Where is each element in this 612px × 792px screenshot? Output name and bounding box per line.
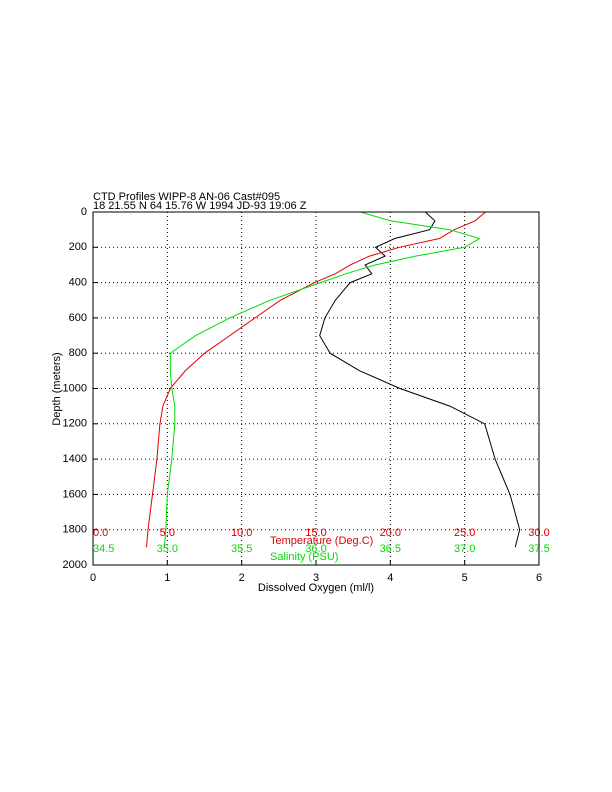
x-tick-label: 36.5 (380, 543, 401, 555)
x-tick-label: 6 (536, 572, 542, 584)
y-tick-label: 1800 (63, 524, 87, 536)
y-tick-label: 800 (69, 347, 87, 359)
chart-title: CTD Profiles WIPP-8 AN-06 Cast#095 (93, 191, 280, 203)
y-tick-label: 1400 (63, 453, 87, 465)
x-tick-label: 35.0 (157, 543, 178, 555)
profile-line (163, 211, 481, 548)
y-axis-label: Depth (meters) (51, 352, 63, 425)
x-tick-label: 25.0 (454, 527, 475, 539)
chart-subtitle: 18 21.55 N 64 15.76 W 1994 JD-93 19:06 Z (93, 200, 307, 212)
x-tick-label: 3 (313, 572, 319, 584)
plot-frame (92, 211, 540, 566)
y-tick-label: 1600 (63, 488, 87, 500)
x-tick-label: 5.0 (160, 527, 175, 539)
x-tick-label: 20.0 (380, 527, 401, 539)
y-tick-label: 2000 (63, 559, 87, 571)
x-tick-label: 0.0 (93, 527, 108, 539)
y-tick-label: 400 (69, 277, 87, 289)
x-tick-label: 36.0 (305, 543, 326, 555)
axis-name: Dissolved Oxygen (ml/l) (258, 582, 374, 594)
x-tick-label: 35.5 (231, 543, 252, 555)
y-tick-label: 0 (81, 206, 87, 218)
y-tick-label: 600 (69, 312, 87, 324)
profile-line (319, 211, 521, 548)
axis-name: Temperature (Deg.C) (270, 535, 373, 547)
x-tick-label: 1 (164, 572, 170, 584)
x-tick-label: 2 (239, 572, 245, 584)
x-tick-label: 10.0 (231, 527, 252, 539)
x-tick-label: 5 (462, 572, 468, 584)
x-tick-label: 0 (90, 572, 96, 584)
x-tick-label: 4 (387, 572, 393, 584)
x-tick-label: 37.0 (454, 543, 475, 555)
y-tick-label: 1000 (63, 382, 87, 394)
axis-name: Salinity (PSU) (270, 551, 338, 563)
x-tick-label: 15.0 (305, 527, 326, 539)
profile-line (146, 211, 486, 548)
x-tick-label: 34.5 (93, 543, 114, 555)
y-tick-label: 200 (69, 241, 87, 253)
y-tick-label: 1200 (63, 418, 87, 430)
